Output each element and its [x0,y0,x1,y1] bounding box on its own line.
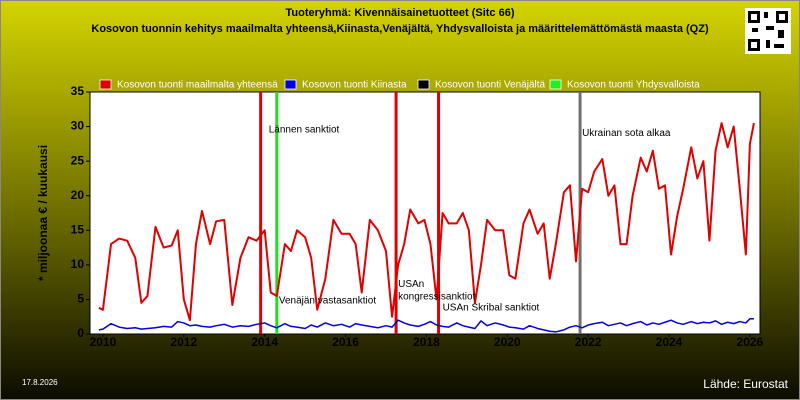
source: Lähde: Eurostat [703,377,788,391]
legend-swatch [284,79,297,90]
y-tick-label: 25 [71,153,85,167]
legend-label: Kosovon tuonti Venäjältä [435,80,546,91]
annotation: kongressisanktiot [398,291,475,302]
y-tick-label: 20 [71,188,85,202]
y-tick-label: 10 [71,257,85,271]
x-tick-label: 2026 [737,335,764,349]
legend-swatch [417,79,430,90]
legend-label: Kosovon tuonti maailmalta yhteensä [117,80,278,91]
qr-code [745,8,791,54]
legend-swatch [549,79,562,90]
legend-swatch [99,79,112,90]
series-line [98,122,755,322]
x-tick-label: 2018 [413,335,440,349]
chart-title: Tuoteryhmä: Kivennäisainetuotteet (Sitc … [285,7,514,19]
chart-subtitle: Kosovon tuonnin kehitys maailmalta yhtee… [91,23,709,35]
series-line [98,318,754,333]
x-tick-label: 2012 [170,335,197,349]
annotation: Lännen sanktiot [269,125,340,136]
y-tick-label: 0 [77,326,84,340]
annotation: Venäjän vastasanktiot [279,295,377,306]
x-tick-label: 2022 [575,335,602,349]
y-tick-label: 30 [71,119,85,133]
x-tick-label: 2014 [251,335,278,349]
annotation: USAn [398,279,424,290]
y-axis-label: * miljoonaa € / kuukausi [36,145,50,281]
x-tick-label: 2016 [332,335,359,349]
x-tick-label: 2020 [494,335,521,349]
legend-label: Kosovon tuonti Kiinasta [302,80,407,91]
annotation: Ukrainan sota alkaa [582,128,671,139]
y-tick-label: 35 [71,84,85,98]
date: 17.8.2026 [22,378,58,387]
annotation: USAn Skribal sanktiot [443,302,540,313]
legend-label: Kosovon tuonti Yhdysvalloista [567,80,700,91]
x-tick-label: 2010 [90,335,117,349]
x-tick-label: 2024 [656,335,683,349]
y-tick-label: 15 [71,222,85,236]
y-tick-label: 5 [77,292,84,306]
